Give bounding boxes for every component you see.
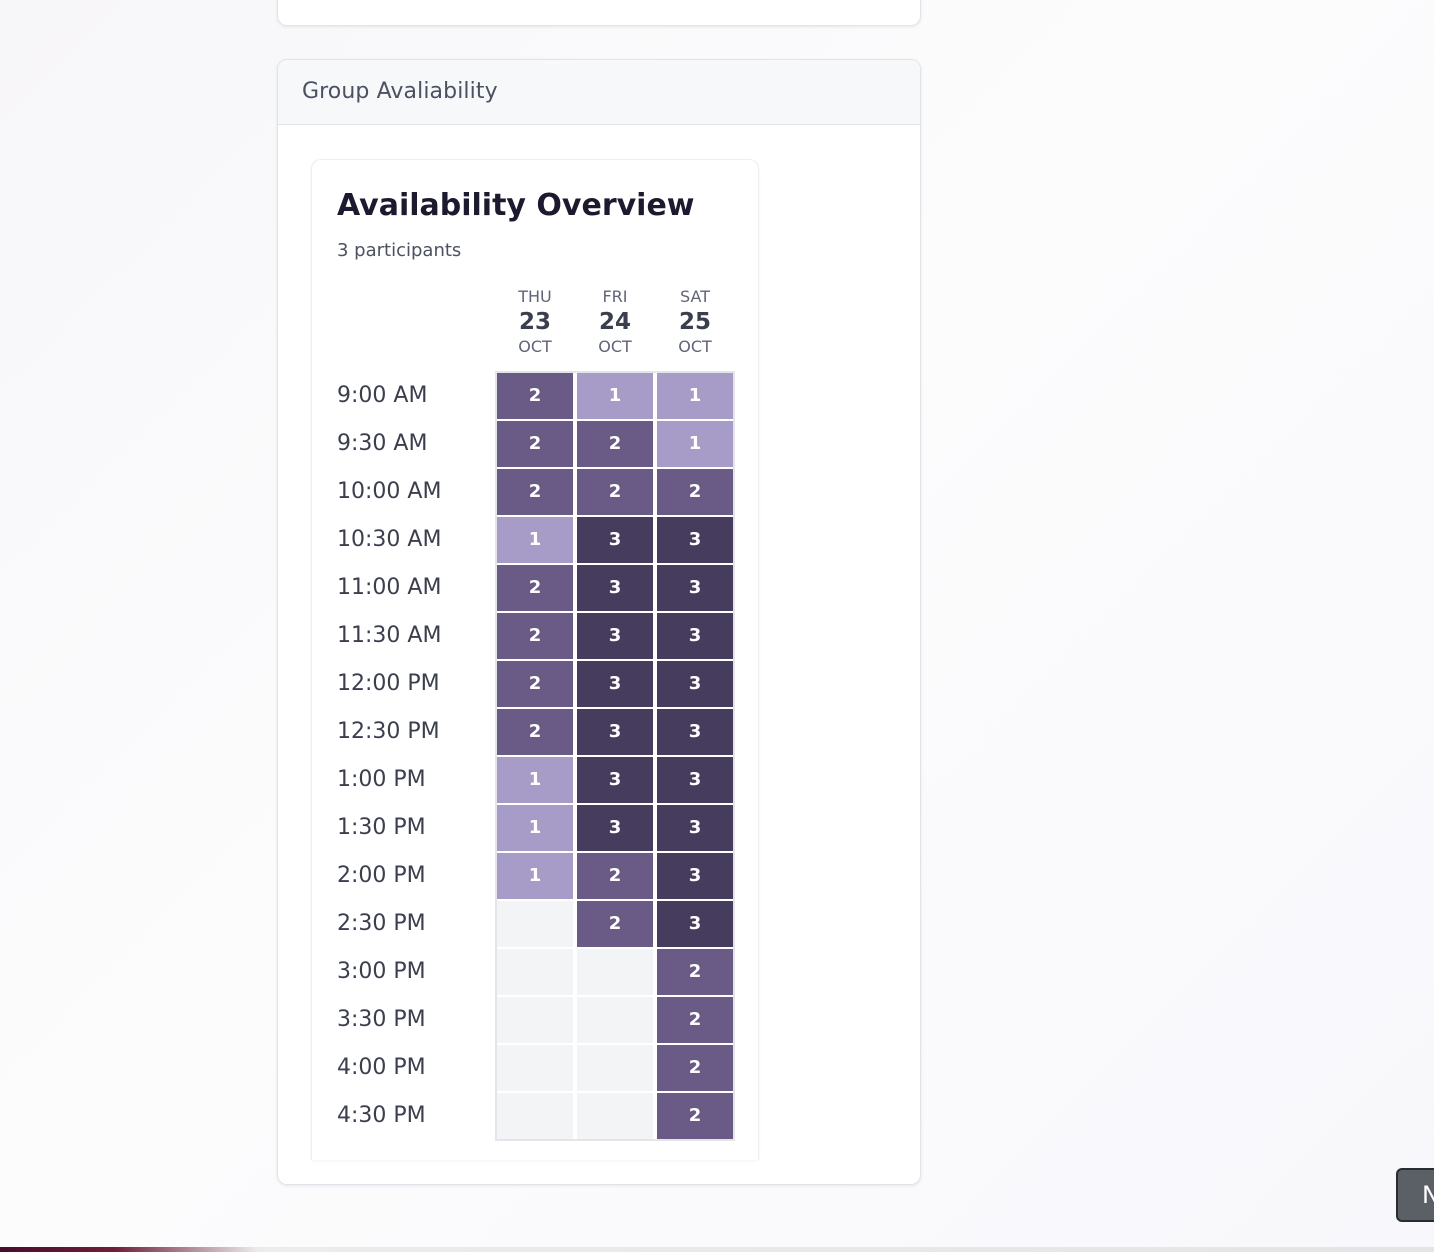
time-slot-label: 4:30 PM: [337, 1103, 426, 1128]
availability-cell[interactable]: [497, 1093, 573, 1139]
availability-cell[interactable]: 2: [657, 1093, 733, 1139]
availability-cell[interactable]: [497, 901, 573, 947]
time-slot-label: 10:30 AM: [337, 527, 442, 552]
availability-cell[interactable]: 2: [497, 469, 573, 515]
availability-cell[interactable]: 1: [497, 853, 573, 899]
availability-cell[interactable]: 3: [577, 517, 653, 563]
time-slot-label: 12:30 PM: [337, 719, 440, 744]
availability-cell[interactable]: 2: [577, 901, 653, 947]
availability-cell[interactable]: 3: [657, 853, 733, 899]
day-of-week: FRI: [602, 287, 628, 306]
availability-cell[interactable]: 1: [657, 421, 733, 467]
availability-cell[interactable]: 2: [497, 661, 573, 707]
time-slot-label: 11:30 AM: [337, 623, 442, 648]
time-slot-label: 1:30 PM: [337, 815, 426, 840]
availability-cell[interactable]: 2: [497, 613, 573, 659]
availability-cell[interactable]: 1: [577, 373, 653, 419]
availability-cell[interactable]: 2: [657, 1045, 733, 1091]
availability-cell[interactable]: 3: [657, 757, 733, 803]
day-month: OCT: [678, 337, 712, 356]
availability-overview-panel: Availability Overview 3 participants THU…: [311, 159, 759, 1160]
availability-cell[interactable]: 3: [577, 661, 653, 707]
time-slot-label: 10:00 AM: [337, 479, 442, 504]
availability-overview-title: Availability Overview: [337, 188, 695, 223]
availability-cell[interactable]: 2: [577, 853, 653, 899]
availability-cell[interactable]: 3: [657, 613, 733, 659]
availability-cell[interactable]: 2: [577, 469, 653, 515]
availability-cell[interactable]: 3: [657, 517, 733, 563]
availability-cell[interactable]: [577, 997, 653, 1043]
day-header: SAT 25 OCT: [655, 285, 735, 359]
availability-cell[interactable]: [577, 1093, 653, 1139]
participant-count: 3 participants: [337, 240, 462, 261]
availability-cell[interactable]: 3: [577, 613, 653, 659]
time-slot-label: 9:00 AM: [337, 383, 428, 408]
availability-cell[interactable]: [577, 949, 653, 995]
availability-cell[interactable]: 1: [657, 373, 733, 419]
availability-cell[interactable]: 1: [497, 805, 573, 851]
bottom-edge-bar: [0, 1247, 1434, 1252]
day-month: OCT: [598, 337, 632, 356]
corner-button[interactable]: N: [1396, 1168, 1434, 1222]
day-month: OCT: [518, 337, 552, 356]
availability-cell[interactable]: 2: [657, 997, 733, 1043]
corner-button-label: N: [1422, 1181, 1434, 1209]
time-slot-label: 2:30 PM: [337, 911, 426, 936]
availability-cell[interactable]: 3: [657, 661, 733, 707]
availability-cell[interactable]: 2: [497, 373, 573, 419]
availability-cell[interactable]: 1: [497, 757, 573, 803]
time-slot-label: 3:00 PM: [337, 959, 426, 984]
availability-cell[interactable]: 3: [657, 565, 733, 611]
availability-cell[interactable]: 3: [657, 709, 733, 755]
availability-cell[interactable]: 2: [497, 421, 573, 467]
availability-cell[interactable]: 3: [657, 901, 733, 947]
day-date: 25: [678, 309, 711, 335]
availability-cell[interactable]: 2: [657, 949, 733, 995]
availability-cell[interactable]: 2: [577, 421, 653, 467]
group-availability-title: Group Avaliability: [302, 79, 498, 104]
time-slot-label: 4:00 PM: [337, 1055, 426, 1080]
availability-cell[interactable]: [497, 1045, 573, 1091]
availability-cell[interactable]: 3: [577, 805, 653, 851]
time-slot-label: 11:00 AM: [337, 575, 442, 600]
availability-cell[interactable]: [497, 997, 573, 1043]
group-availability-card: Group Avaliability Availability Overview…: [277, 59, 921, 1185]
previous-card: [277, 0, 921, 26]
availability-cell[interactable]: 3: [577, 757, 653, 803]
time-slot-label: 1:00 PM: [337, 767, 426, 792]
group-availability-header: Group Avaliability: [278, 60, 920, 125]
availability-cell[interactable]: 3: [657, 805, 733, 851]
availability-cell[interactable]: [577, 1045, 653, 1091]
time-slot-label: 12:00 PM: [337, 671, 440, 696]
time-slot-label: 9:30 AM: [337, 431, 428, 456]
day-date: 23: [518, 309, 551, 335]
availability-cell[interactable]: 3: [577, 709, 653, 755]
time-slot-label: 3:30 PM: [337, 1007, 426, 1032]
time-slot-label: 2:00 PM: [337, 863, 426, 888]
availability-cell[interactable]: [497, 949, 573, 995]
availability-cell[interactable]: 2: [497, 565, 573, 611]
availability-cell[interactable]: 1: [497, 517, 573, 563]
availability-cell[interactable]: 3: [577, 565, 653, 611]
availability-cell[interactable]: 2: [657, 469, 733, 515]
day-header: THU 23 OCT: [495, 285, 575, 359]
day-of-week: THU: [518, 287, 552, 306]
day-date: 24: [598, 309, 631, 335]
availability-cell[interactable]: 2: [497, 709, 573, 755]
day-of-week: SAT: [680, 287, 710, 306]
day-header: FRI 24 OCT: [575, 285, 655, 359]
